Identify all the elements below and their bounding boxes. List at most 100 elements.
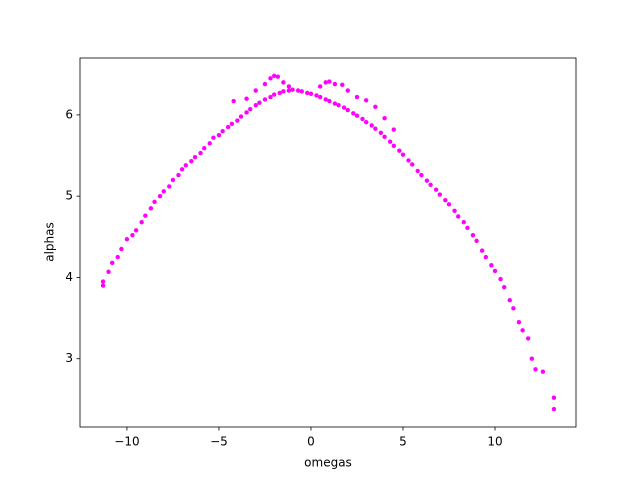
point [533,367,538,372]
point [391,143,396,148]
point [189,159,194,164]
point [143,213,148,218]
point [456,214,461,219]
point [340,82,345,88]
point [179,167,185,172]
point [492,268,498,274]
point [400,152,406,157]
point [345,88,350,93]
y-tick-label: 5 [65,189,73,203]
point [483,254,489,260]
point [327,98,332,104]
point [511,306,516,311]
point [231,98,236,104]
point [170,177,176,183]
point [410,162,415,167]
point [360,116,365,122]
point [382,134,387,140]
point [167,184,172,189]
point [474,238,479,244]
point [295,88,301,93]
point [551,395,557,400]
point [216,133,222,138]
x-axis-label: omegas [304,456,352,470]
point [378,130,384,135]
point [332,101,338,106]
point [183,163,189,168]
x-tick-label: 5 [399,435,407,449]
point [192,154,198,160]
point [281,80,286,85]
point [489,263,494,268]
point [419,172,424,178]
x-tick-label: −5 [210,435,228,449]
point [100,279,106,284]
point [452,208,457,214]
x-tick-label: −10 [114,435,139,449]
point [229,121,235,127]
point [336,102,341,108]
point [220,128,225,134]
point [351,111,356,116]
point [443,198,448,203]
point [387,139,393,144]
point [317,94,323,100]
point [238,114,244,119]
point [317,84,323,89]
point [332,81,338,87]
point [406,158,411,163]
point [479,248,485,253]
point [299,89,304,94]
point [363,98,369,103]
x-tick-label: 10 [487,435,502,449]
point [106,269,111,274]
point [257,100,262,105]
y-tick-label: 3 [65,351,73,365]
point [446,202,452,207]
point [225,124,231,130]
point [100,283,106,288]
point [262,97,268,102]
point [161,189,166,194]
point [323,80,328,85]
point [354,113,360,118]
point [139,219,144,225]
point [529,356,535,361]
point [130,232,135,238]
point [327,79,332,84]
point [286,88,292,93]
point [148,206,154,211]
point [211,135,216,140]
point [354,94,360,100]
point [281,89,286,94]
point [248,107,253,112]
point [382,115,387,121]
point [341,105,347,110]
point [198,150,203,156]
point [308,91,314,96]
point [244,110,249,115]
point [470,232,476,238]
point [119,246,124,252]
point [369,123,374,128]
point [373,126,378,131]
point [437,192,443,197]
point [286,84,292,89]
point [157,193,163,199]
point [244,96,249,101]
y-tick-label: 6 [65,107,73,121]
point [520,328,525,333]
point [176,172,181,178]
point [115,254,120,260]
point [235,118,240,123]
point [271,73,277,79]
plot-frame [79,57,577,428]
point [461,219,466,225]
point [133,228,139,233]
point [152,199,157,205]
point [507,298,512,303]
point [345,107,350,113]
point [253,88,258,93]
point [268,94,273,100]
